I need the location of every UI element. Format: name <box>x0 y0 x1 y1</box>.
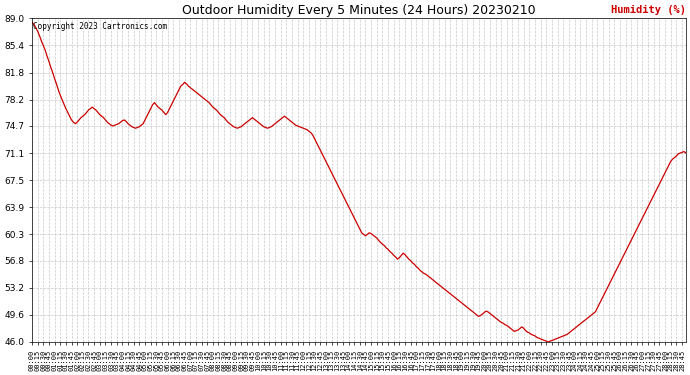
Text: Humidity (%): Humidity (%) <box>611 5 686 15</box>
Title: Outdoor Humidity Every 5 Minutes (24 Hours) 20230210: Outdoor Humidity Every 5 Minutes (24 Hou… <box>182 4 535 17</box>
Text: Copyright 2023 Cartronics.com: Copyright 2023 Cartronics.com <box>32 22 167 31</box>
